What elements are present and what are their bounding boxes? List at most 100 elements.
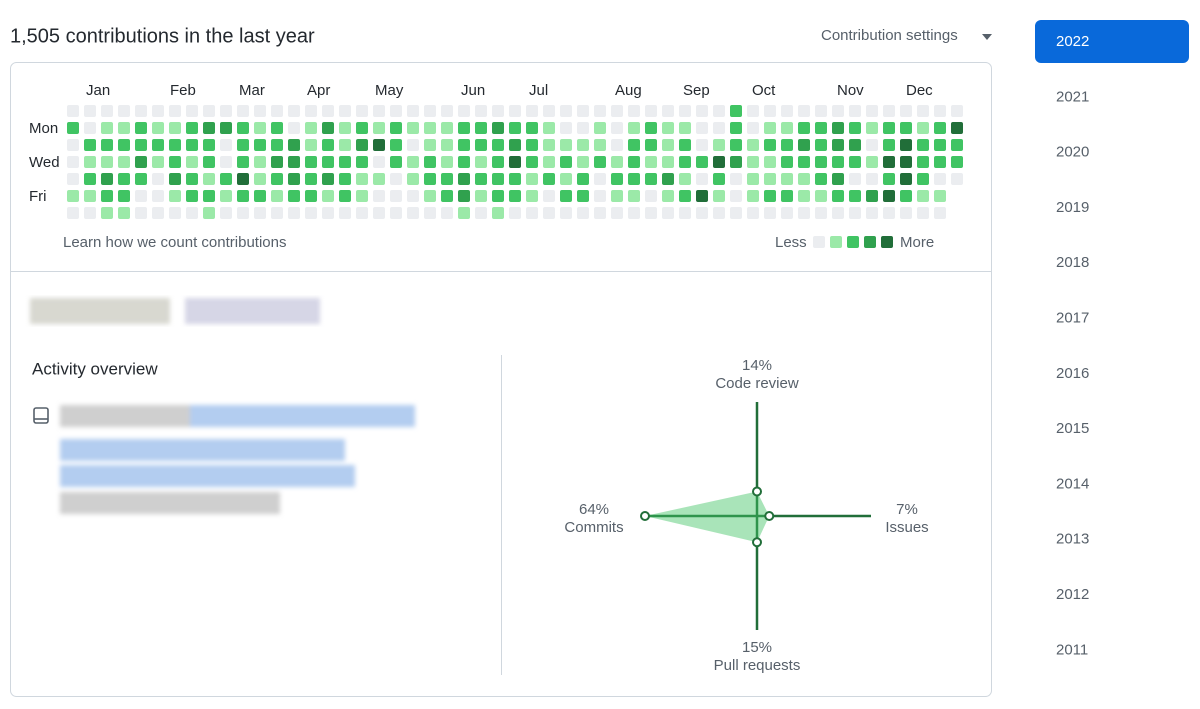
year-link[interactable]: 2015 xyxy=(1056,420,1089,437)
day-cell xyxy=(730,190,742,202)
day-cell xyxy=(832,105,844,117)
day-cell xyxy=(254,139,266,151)
day-cell xyxy=(424,190,436,202)
day-cell xyxy=(322,207,334,219)
settings-menu[interactable]: Contribution settings xyxy=(821,27,992,44)
day-cell xyxy=(475,190,487,202)
activity-percent: 64% xyxy=(579,501,609,518)
day-cell xyxy=(781,156,793,168)
year-link[interactable]: 2012 xyxy=(1056,586,1089,603)
day-cell xyxy=(220,190,232,202)
day-cell xyxy=(152,190,164,202)
day-cell xyxy=(594,207,606,219)
day-cell xyxy=(118,105,130,117)
day-cell xyxy=(67,122,79,134)
day-cell xyxy=(577,207,589,219)
day-cell xyxy=(101,173,113,185)
day-cell xyxy=(628,207,640,219)
day-cell xyxy=(135,156,147,168)
day-cell xyxy=(883,173,895,185)
day-cell xyxy=(373,207,385,219)
day-cell xyxy=(475,156,487,168)
year-link[interactable]: 2020 xyxy=(1056,144,1089,161)
day-cell xyxy=(798,173,810,185)
month-label: Dec xyxy=(906,82,933,99)
day-cell xyxy=(254,173,266,185)
day-cell xyxy=(628,122,640,134)
day-cell xyxy=(730,156,742,168)
day-cell xyxy=(67,105,79,117)
month-label: Nov xyxy=(837,82,864,99)
day-cell xyxy=(67,139,79,151)
day-cell xyxy=(356,173,368,185)
day-cell xyxy=(747,156,759,168)
day-cell xyxy=(883,105,895,117)
day-cell xyxy=(611,190,623,202)
year-link[interactable]: 2013 xyxy=(1056,531,1089,548)
day-cell xyxy=(849,105,861,117)
day-cell xyxy=(832,139,844,151)
day-cell xyxy=(526,190,538,202)
day-cell xyxy=(441,122,453,134)
activity-name: Commits xyxy=(564,519,623,536)
blurred-orgs xyxy=(30,298,320,324)
settings-label[interactable]: Contribution settings xyxy=(821,27,958,44)
day-cell xyxy=(118,190,130,202)
year-link[interactable]: 2014 xyxy=(1056,475,1089,492)
day-cell xyxy=(186,156,198,168)
day-cell xyxy=(339,190,351,202)
year-link[interactable]: 2017 xyxy=(1056,309,1089,326)
year-link[interactable]: 2021 xyxy=(1056,88,1089,105)
day-cell xyxy=(356,105,368,117)
day-cell xyxy=(849,173,861,185)
year-link[interactable]: 2019 xyxy=(1056,199,1089,216)
day-cell xyxy=(679,105,691,117)
day-cell xyxy=(424,105,436,117)
year-link[interactable]: 2016 xyxy=(1056,365,1089,382)
day-cell xyxy=(900,122,912,134)
day-cell xyxy=(526,156,538,168)
year-list: 2022 2021 2020 2019 2018 2017 2016 2015 2014 2013… xyxy=(1035,20,1189,658)
year-link[interactable]: 2011 xyxy=(1056,641,1088,658)
day-cell xyxy=(458,105,470,117)
day-cell xyxy=(815,156,827,168)
day-cell xyxy=(237,122,249,134)
day-cell xyxy=(543,207,555,219)
day-cell xyxy=(509,139,521,151)
day-cell xyxy=(203,139,215,151)
day-cell xyxy=(594,190,606,202)
day-cell xyxy=(849,139,861,151)
day-cell xyxy=(322,156,334,168)
day-cell xyxy=(424,173,436,185)
day-cell xyxy=(883,122,895,134)
day-cell xyxy=(917,156,929,168)
day-cell xyxy=(475,173,487,185)
day-cell xyxy=(900,207,912,219)
day-cell xyxy=(101,105,113,117)
day-cell xyxy=(356,139,368,151)
year-link[interactable]: 2018 xyxy=(1056,254,1089,271)
day-cell xyxy=(271,122,283,134)
day-cell xyxy=(271,190,283,202)
day-cell xyxy=(509,207,521,219)
day-cell xyxy=(373,105,385,117)
day-cell xyxy=(441,105,453,117)
day-cell xyxy=(730,173,742,185)
day-cell xyxy=(169,207,181,219)
day-cell xyxy=(509,173,521,185)
day-cell xyxy=(560,173,572,185)
day-cell xyxy=(696,190,708,202)
year-link[interactable]: 2022 xyxy=(1056,33,1089,50)
day-cell xyxy=(781,207,793,219)
day-cell xyxy=(305,190,317,202)
day-cell xyxy=(118,207,130,219)
day-cell xyxy=(815,105,827,117)
day-cell xyxy=(390,156,402,168)
learn-link[interactable]: Learn how we count contributions xyxy=(63,234,286,251)
legend-more: More xyxy=(900,234,934,251)
day-cell xyxy=(611,207,623,219)
day-cell xyxy=(900,139,912,151)
day-cell xyxy=(169,156,181,168)
day-cell xyxy=(152,105,164,117)
